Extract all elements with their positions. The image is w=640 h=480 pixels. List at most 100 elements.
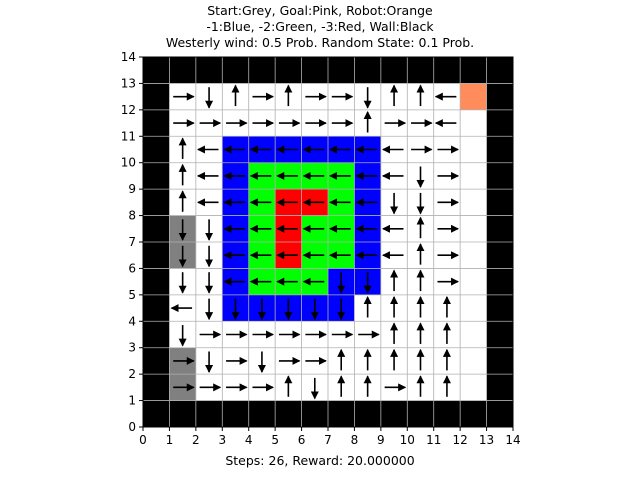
- wall-cell: [486, 321, 513, 348]
- wall-cell: [143, 83, 170, 110]
- y-tick: 2: [128, 367, 143, 381]
- y-tick: 4: [128, 314, 143, 328]
- steps-reward-label: Steps: 26, Reward: 20.000000: [225, 453, 415, 468]
- y-tick: 5: [128, 288, 143, 302]
- wall-cell: [486, 136, 513, 163]
- wall-cell: [195, 400, 223, 427]
- wall-cell: [301, 57, 328, 84]
- y-tick: 11: [121, 129, 143, 143]
- y-tick-label: 2: [128, 367, 136, 381]
- x-tick-label: 2: [192, 433, 200, 447]
- wall-cell: [460, 400, 487, 427]
- x-tick: 10: [400, 427, 415, 447]
- x-tick-label: 14: [505, 433, 520, 447]
- x-tick: 13: [479, 427, 494, 447]
- wall-cell: [143, 57, 170, 84]
- x-tick: 1: [166, 427, 174, 447]
- x-tick: 3: [218, 427, 226, 447]
- wall-cell: [143, 294, 170, 322]
- x-tick-label: 11: [426, 433, 441, 447]
- wall-cell: [195, 57, 223, 84]
- wall-cell: [486, 400, 513, 427]
- wall-cell: [275, 57, 302, 84]
- empty-cell: [460, 294, 487, 322]
- title-line-2: -1:Blue, -2:Green, -3:Red, Wall:Black: [206, 19, 434, 34]
- y-tick-label: 1: [128, 394, 136, 408]
- wall-cell: [328, 57, 355, 84]
- wall-cell: [143, 374, 170, 401]
- x-tick-label: 10: [400, 433, 415, 447]
- wall-cell: [143, 400, 170, 427]
- wall-cell: [143, 136, 170, 163]
- wall-cell: [486, 347, 513, 375]
- x-tick-label: 6: [298, 433, 306, 447]
- x-tick: 0: [139, 427, 147, 447]
- x-tick-label: 8: [351, 433, 359, 447]
- x-tick: 9: [377, 427, 385, 447]
- wall-cell: [433, 57, 461, 84]
- x-tick-label: 12: [453, 433, 468, 447]
- title-line-3: Westerly wind: 0.5 Prob. Random State: 0…: [165, 35, 475, 50]
- x-tick-label: 7: [324, 433, 332, 447]
- y-tick: 6: [128, 261, 143, 275]
- wall-cell: [143, 215, 170, 242]
- wall-cell: [486, 242, 513, 269]
- x-tick: 5: [271, 427, 279, 447]
- wall-cell: [433, 400, 461, 427]
- wall-cell: [143, 347, 170, 375]
- y-tick-label: 7: [128, 235, 136, 249]
- y-tick-label: 9: [128, 182, 136, 196]
- y-tick: 7: [128, 235, 143, 249]
- y-tick: 3: [128, 341, 143, 355]
- empty-cell: [460, 374, 487, 401]
- y-tick: 10: [121, 156, 143, 170]
- wall-cell: [222, 400, 249, 427]
- x-tick: 6: [298, 427, 306, 447]
- wall-cell: [486, 83, 513, 110]
- x-tick-label: 1: [166, 433, 174, 447]
- wall-cell: [143, 268, 170, 295]
- y-tick: 12: [121, 103, 143, 117]
- wall-cell: [143, 109, 170, 137]
- y-tick-label: 6: [128, 261, 136, 275]
- y-tick-label: 4: [128, 314, 136, 328]
- wall-cell: [169, 57, 196, 84]
- x-tick: 7: [324, 427, 332, 447]
- y-tick: 8: [128, 209, 143, 223]
- x-tick: 4: [245, 427, 253, 447]
- wall-cell: [486, 162, 513, 190]
- wall-cell: [486, 294, 513, 322]
- y-tick-label: 14: [121, 50, 136, 64]
- robot-cell: [460, 83, 487, 110]
- x-tick-label: 13: [479, 433, 494, 447]
- wall-cell: [407, 57, 434, 84]
- wall-cell: [222, 57, 249, 84]
- y-tick-label: 11: [121, 129, 136, 143]
- x-tick-label: 5: [271, 433, 279, 447]
- wall-cell: [486, 215, 513, 242]
- wall-cell: [301, 400, 328, 427]
- policy-arrows: [170, 84, 460, 400]
- wall-cell: [248, 57, 276, 84]
- wall-cell: [380, 57, 408, 84]
- wall-cell: [169, 400, 196, 427]
- y-tick-label: 13: [121, 76, 136, 90]
- wall-cell: [460, 57, 487, 84]
- empty-cell: [460, 268, 487, 295]
- y-tick-label: 8: [128, 209, 136, 223]
- wall-cell: [143, 162, 170, 190]
- y-tick: 13: [121, 76, 143, 90]
- chart-title: Start:Grey, Goal:Pink, Robot:Orange -1:B…: [0, 3, 640, 51]
- empty-cell: [460, 347, 487, 375]
- y-tick-label: 3: [128, 341, 136, 355]
- y-tick-label: 0: [128, 420, 136, 434]
- x-tick-label: 3: [218, 433, 226, 447]
- wall-cell: [486, 374, 513, 401]
- x-tick: 12: [453, 427, 468, 447]
- y-tick-label: 12: [121, 103, 136, 117]
- x-tick: 11: [426, 427, 441, 447]
- empty-cell: [460, 189, 487, 216]
- y-tick-label: 5: [128, 288, 136, 302]
